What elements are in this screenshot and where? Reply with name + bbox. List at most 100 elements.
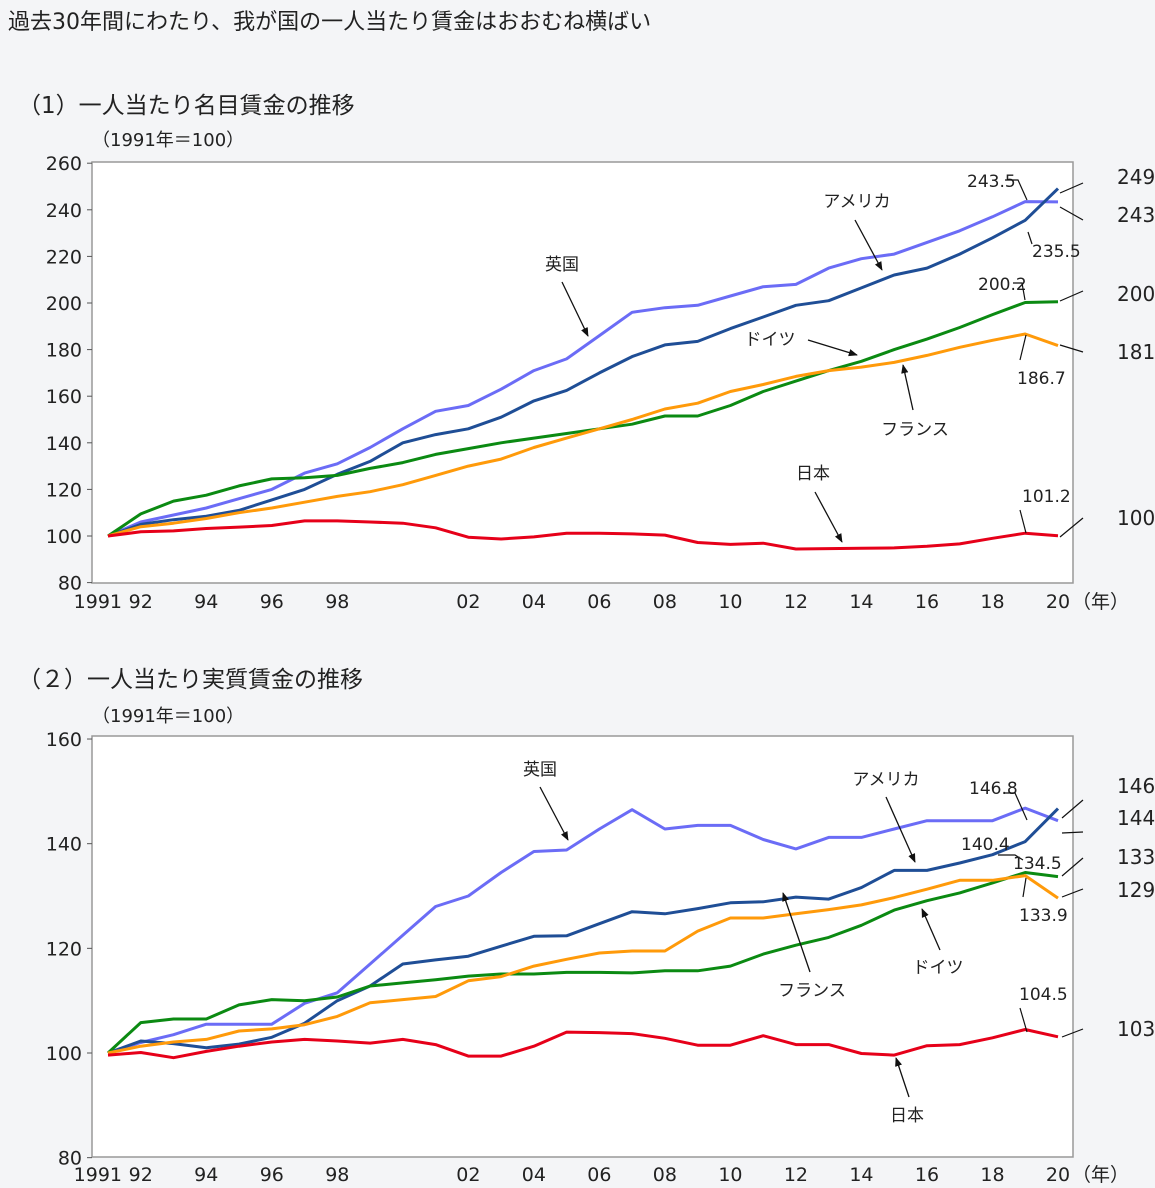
y-tick-label: 120 (46, 479, 82, 501)
leader-line (1019, 509, 1027, 534)
chart1-plot-area (91, 161, 1074, 584)
chart2-plot-area (91, 735, 1074, 1158)
arrow-icon (885, 796, 916, 863)
x-tick-label: 06 (587, 591, 611, 613)
y-tick-label: 100 (46, 526, 82, 548)
value-label: 200.2 (978, 275, 1027, 295)
leader-line (1059, 182, 1084, 194)
x-tick-label: 94 (194, 591, 218, 613)
y-tick-label: 220 (46, 246, 82, 268)
y-tick-label: 160 (46, 729, 82, 751)
x-tick-label: 20 (1046, 1164, 1070, 1186)
arrow-icon (895, 1057, 910, 1098)
value-label: 146.8 (969, 779, 1018, 799)
value-label: 133.9 (1019, 906, 1068, 926)
x-tick-label: 04 (522, 1164, 546, 1186)
y-tick-label: 240 (46, 200, 82, 222)
leader-line (1061, 1028, 1084, 1038)
value-label: 200.5 (1117, 282, 1155, 306)
arrow-icon (901, 364, 914, 411)
series-label-uk: 英国 (545, 255, 579, 275)
series-label-japan: 日本 (890, 1106, 924, 1126)
series-line-france (107, 332, 1059, 538)
y-tick-label: 160 (46, 386, 82, 408)
x-tick-label: 92 (129, 1164, 153, 1186)
value-label: 100.1 (1117, 506, 1155, 530)
chart1-title: （1）一人当たり名目賃金の推移 (18, 93, 355, 119)
series-line-germany (106, 871, 1059, 1055)
leader-line (1061, 888, 1084, 898)
x-tick-label: 12 (784, 1164, 808, 1186)
leader-line (1061, 799, 1084, 819)
series-line-uk (107, 200, 1059, 538)
leader-line (1059, 290, 1084, 302)
leader-line (1061, 831, 1084, 834)
value-label: 103.1 (1117, 1017, 1155, 1041)
leader-line (1061, 857, 1084, 877)
value-label: 181.7 (1117, 340, 1155, 364)
y-tick-label: 120 (46, 938, 82, 960)
leader-line (998, 854, 1024, 861)
arrow-icon (814, 491, 843, 543)
leader-line (1005, 179, 1028, 201)
y-tick-label: 260 (46, 153, 82, 175)
arrow-icon (539, 786, 569, 841)
y-tick-label: 200 (46, 293, 82, 315)
x-axis-unit: （年） (1072, 1164, 1129, 1186)
arrow-icon (921, 908, 941, 951)
series-label-us: アメリカ (852, 770, 919, 790)
x-tick-label: 20 (1046, 591, 1070, 613)
series-line-us (107, 187, 1060, 538)
value-label: 243.4 (1117, 203, 1155, 227)
x-tick-label: 10 (718, 1164, 742, 1186)
y-tick-label: 140 (46, 834, 82, 856)
value-label: 144.4 (1117, 806, 1155, 830)
value-label: 186.7 (1017, 369, 1066, 389)
x-tick-label: 16 (915, 591, 939, 613)
arrow-icon (782, 892, 811, 973)
x-tick-label: 18 (980, 1164, 1004, 1186)
x-tick-label: 08 (653, 1164, 677, 1186)
x-tick-label: 92 (129, 591, 153, 613)
x-tick-label: 98 (325, 1164, 349, 1186)
leader-line (1027, 231, 1033, 245)
arrow-icon (854, 219, 883, 271)
y-tick-label: 140 (46, 433, 82, 455)
leader-line (1059, 517, 1084, 538)
leader-line (1019, 334, 1027, 361)
value-label: 146.7 (1117, 774, 1155, 798)
x-axis-unit: （年） (1072, 591, 1129, 613)
y-tick-label: 80 (58, 573, 82, 595)
x-tick-label: 98 (325, 591, 349, 613)
x-tick-label: 1991 (74, 1164, 122, 1186)
value-label: 129.6 (1117, 878, 1155, 902)
value-label: 249.1 (1117, 165, 1155, 189)
x-tick-label: 18 (980, 591, 1004, 613)
x-tick-label: 02 (456, 1164, 480, 1186)
arrow-icon (807, 339, 858, 357)
value-label: 140.4 (961, 835, 1010, 855)
x-tick-label: 08 (653, 591, 677, 613)
x-tick-label: 94 (194, 1164, 218, 1186)
page-title: 過去30年間にわたり、我が国の一人当たり賃金はおおむね横ばい (8, 10, 652, 35)
leader-line (1005, 792, 1028, 821)
series-line-japan (107, 519, 1059, 551)
chart2-title: （２）一人当たり実質賃金の推移 (18, 667, 363, 693)
series-label-us: アメリカ (823, 192, 890, 212)
value-label: 104.5 (1019, 985, 1068, 1005)
series-line-japan (107, 1028, 1059, 1060)
x-tick-label: 04 (522, 591, 546, 613)
series-line-germany (107, 300, 1059, 538)
series-label-japan: 日本 (796, 464, 830, 484)
value-label: 235.5 (1032, 242, 1081, 262)
y-tick-label: 180 (46, 340, 82, 362)
x-tick-label: 1991 (74, 591, 122, 613)
leader-line (1013, 282, 1026, 301)
x-tick-label: 14 (849, 591, 873, 613)
x-tick-label: 02 (456, 591, 480, 613)
x-tick-label: 96 (260, 1164, 284, 1186)
chart1-unit-label: （1991年＝100） (92, 130, 245, 151)
arrow-icon (561, 281, 589, 337)
x-tick-label: 10 (718, 591, 742, 613)
